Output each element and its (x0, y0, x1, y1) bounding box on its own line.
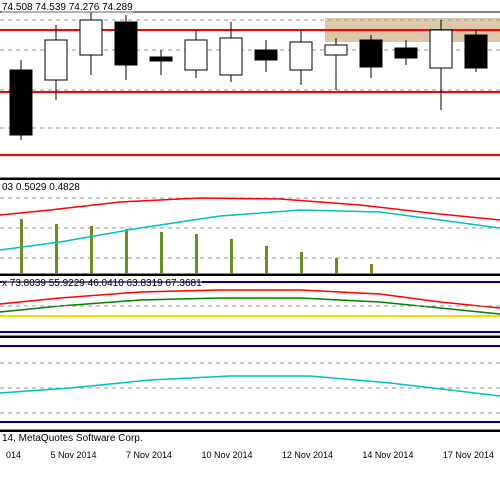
time-tick: 17 Nov 2014 (443, 450, 494, 460)
osc1-svg (0, 180, 500, 276)
time-tick: 014 (6, 450, 21, 460)
time-tick: 7 Nov 2014 (126, 450, 172, 460)
candlestick-panel: 74.508 74.539 74.276 74.289 (0, 0, 500, 178)
osc3-svg (0, 338, 500, 432)
time-tick: 10 Nov 2014 (201, 450, 252, 460)
oscillator-1-panel: 03 0.5029 0.4828 (0, 178, 500, 274)
osc1-label: 03 0.5029 0.4828 (2, 182, 80, 193)
time-tick: 5 Nov 2014 (50, 450, 96, 460)
time-tick: 12 Nov 2014 (282, 450, 333, 460)
oscillator-2-panel: x 73.8039 55.9229 46.0410 63.8319 67.368… (0, 274, 500, 336)
time-axis: 14, MetaQuotes Software Corp. 014 5 Nov 2… (0, 430, 500, 462)
candlestick-svg (0, 0, 500, 178)
oscillator-3-panel (0, 336, 500, 430)
ohlc-label: 74.508 74.539 74.276 74.289 (2, 2, 133, 13)
time-ticks: 014 5 Nov 2014 7 Nov 2014 10 Nov 2014 12 Nov… (0, 450, 500, 460)
time-tick: 14 Nov 2014 (362, 450, 413, 460)
copyright-label: 14, MetaQuotes Software Corp. (2, 433, 143, 444)
osc2-label: x 73.8039 55.9229 46.0410 63.8319 67.368… (2, 278, 202, 289)
